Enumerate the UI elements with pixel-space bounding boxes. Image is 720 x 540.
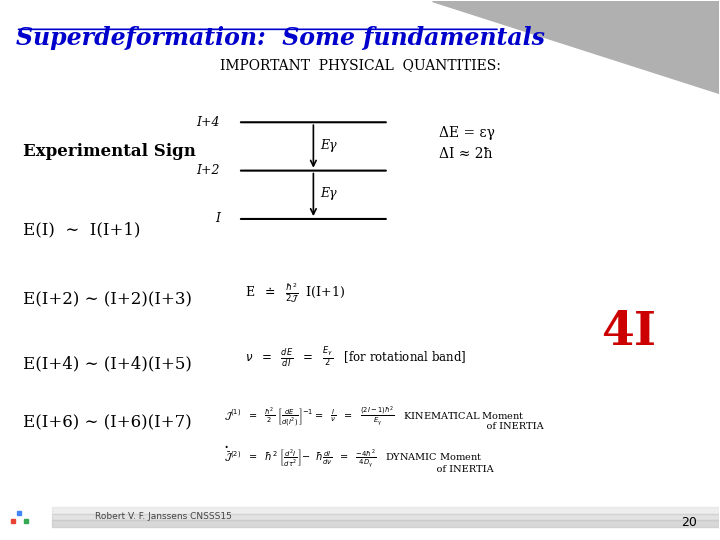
- Text: Robert V. F. Janssens CNSSS15: Robert V. F. Janssens CNSSS15: [94, 511, 232, 521]
- Text: Superdeformation:  Some fundamentals: Superdeformation: Some fundamentals: [16, 25, 544, 50]
- Text: E(I+4) ∼ (I+4)(I+5): E(I+4) ∼ (I+4)(I+5): [23, 355, 192, 373]
- Polygon shape: [432, 2, 719, 93]
- Text: $\mathcal{J}^{(1)}$  $=$  $\frac{\hbar^2}{2}$ $\left[\frac{dE}{d(I^2)}\right]^{-: $\mathcal{J}^{(1)}$ $=$ $\frac{\hbar^2}{…: [224, 404, 524, 428]
- Text: $\nu$  $=$  $\frac{dE}{dI}$  $=$  $\frac{E_\gamma}{2}$   [for rotational band]: $\nu$ $=$ $\frac{dE}{dI}$ $=$ $\frac{E_\…: [246, 345, 467, 370]
- Text: .: .: [224, 434, 229, 452]
- Text: of INERTIA: of INERTIA: [224, 465, 493, 474]
- Text: E(I)  ∼  I(I+1): E(I) ∼ I(I+1): [23, 221, 140, 238]
- Text: 20: 20: [681, 516, 697, 529]
- Text: ΔE = εγ: ΔE = εγ: [439, 126, 495, 140]
- Text: I+4: I+4: [197, 116, 220, 129]
- Text: ΔI ≈ 2ħ: ΔI ≈ 2ħ: [439, 147, 492, 161]
- Text: Eγ: Eγ: [320, 187, 337, 200]
- Text: I: I: [215, 212, 220, 226]
- Text: I+2: I+2: [197, 164, 220, 177]
- Text: E(I+2) ∼ (I+2)(I+3): E(I+2) ∼ (I+2)(I+3): [23, 291, 192, 308]
- Bar: [52, 508, 719, 514]
- Text: $\bar{\mathcal{J}}^{(2)}$  $=$  $\hbar^2$ $\left[\frac{d^2 I}{d\tau^2}\right]$$-: $\bar{\mathcal{J}}^{(2)}$ $=$ $\hbar^2$ …: [224, 448, 482, 470]
- Bar: [52, 521, 719, 527]
- Bar: [52, 514, 719, 521]
- Text: Experimental Sign: Experimental Sign: [23, 143, 196, 160]
- Text: IMPORTANT  PHYSICAL  QUANTITIES:: IMPORTANT PHYSICAL QUANTITIES:: [220, 58, 500, 72]
- Text: 4I: 4I: [601, 309, 657, 355]
- Text: Eγ: Eγ: [320, 139, 337, 152]
- Text: of INERTIA: of INERTIA: [224, 422, 544, 431]
- Text: E(I+6) ∼ (I+6)(I+7): E(I+6) ∼ (I+6)(I+7): [23, 415, 192, 431]
- Text: E  $\doteq$  $\frac{\hbar^2}{2\mathcal{J}}$  I(I+1): E $\doteq$ $\frac{\hbar^2}{2\mathcal{J}}…: [246, 281, 346, 304]
